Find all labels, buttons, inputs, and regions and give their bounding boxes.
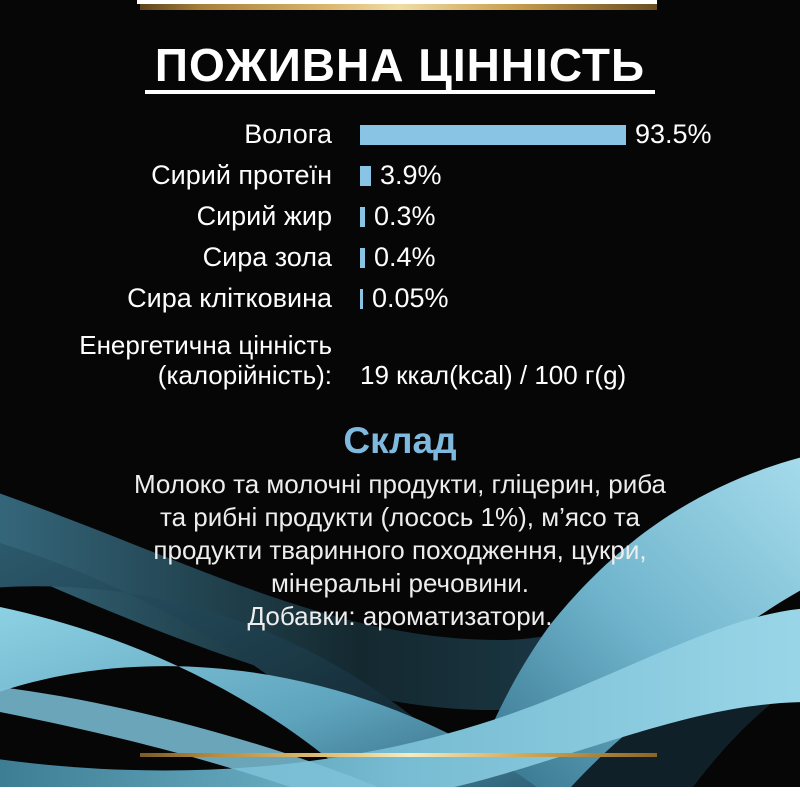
nutrient-bar [360,165,371,186]
bottom-gold-rule [140,753,657,757]
bar-wrap: 93.5% [360,119,712,150]
composition-line: Добавки: ароматизатори. [247,601,553,631]
nutrient-label: Сира зола [202,242,332,272]
nutrient-label: Сирий протеїн [151,160,332,190]
chart-row: Сира зола 0.4% [0,237,800,278]
energy-label-line1: Енергетична цінність [79,330,332,360]
nutrient-value: 93.5% [635,119,712,149]
chart-row: Сирий жир 0.3% [0,196,800,237]
nutrient-bar [360,247,365,268]
nutrient-bar [360,288,363,309]
nutrient-label: Сирий жир [196,201,332,231]
composition-line: продукти тваринного походження, цукри, [153,535,647,565]
bottom-white-strip [0,787,800,800]
energy-label: Енергетична цінність (калорійність): [0,330,332,390]
top-white-hairline [137,0,657,4]
composition-heading: Склад [343,420,457,461]
bar-wrap: 0.4% [360,242,436,273]
bar-wrap: 0.3% [360,201,436,232]
bar-wrap: 0.05% [360,283,449,314]
chart-row: Сирий протеїн 3.9% [0,155,800,196]
nutrient-label: Волога [244,119,332,149]
nutrient-value: 3.9% [380,160,442,190]
composition-text: Молоко та молочні продукти, гліцерин, ри… [0,468,800,633]
title-underline [145,90,655,94]
nutrient-value: 0.05% [372,283,449,313]
nutrient-value: 0.4% [374,242,436,272]
chart-row: Сира клітковина 0.05% [0,278,800,319]
nutrient-bar [360,206,365,227]
energy-label-line2: (калорійність): [157,360,332,390]
chart-row: Волога 93.5% [0,114,800,155]
nutrition-bar-chart: Волога 93.5% Сирий протеїн 3.9% Сирий жир 0.3… [0,114,800,319]
page-title: ПОЖИВНА ЦІННІСТЬ [154,39,646,91]
energy-value: 19 ккал(kcal) / 100 г(g) [360,360,627,390]
nutrient-label: Сира клітковина [127,283,332,313]
energy-row: Енергетична цінність (калорійність): 19 … [0,330,800,390]
top-gold-rule [140,4,657,10]
composition-line: мінеральні речовини. [271,568,529,598]
bar-wrap: 3.9% [360,160,442,191]
nutrient-value: 0.3% [374,201,436,231]
composition-line: та рибні продукти (лосось 1%), м’ясо та [159,502,641,532]
teal-ribbon-waves-graphic [0,457,800,800]
composition-line: Молоко та молочні продукти, гліцерин, ри… [133,469,667,499]
nutrient-bar [360,124,626,145]
